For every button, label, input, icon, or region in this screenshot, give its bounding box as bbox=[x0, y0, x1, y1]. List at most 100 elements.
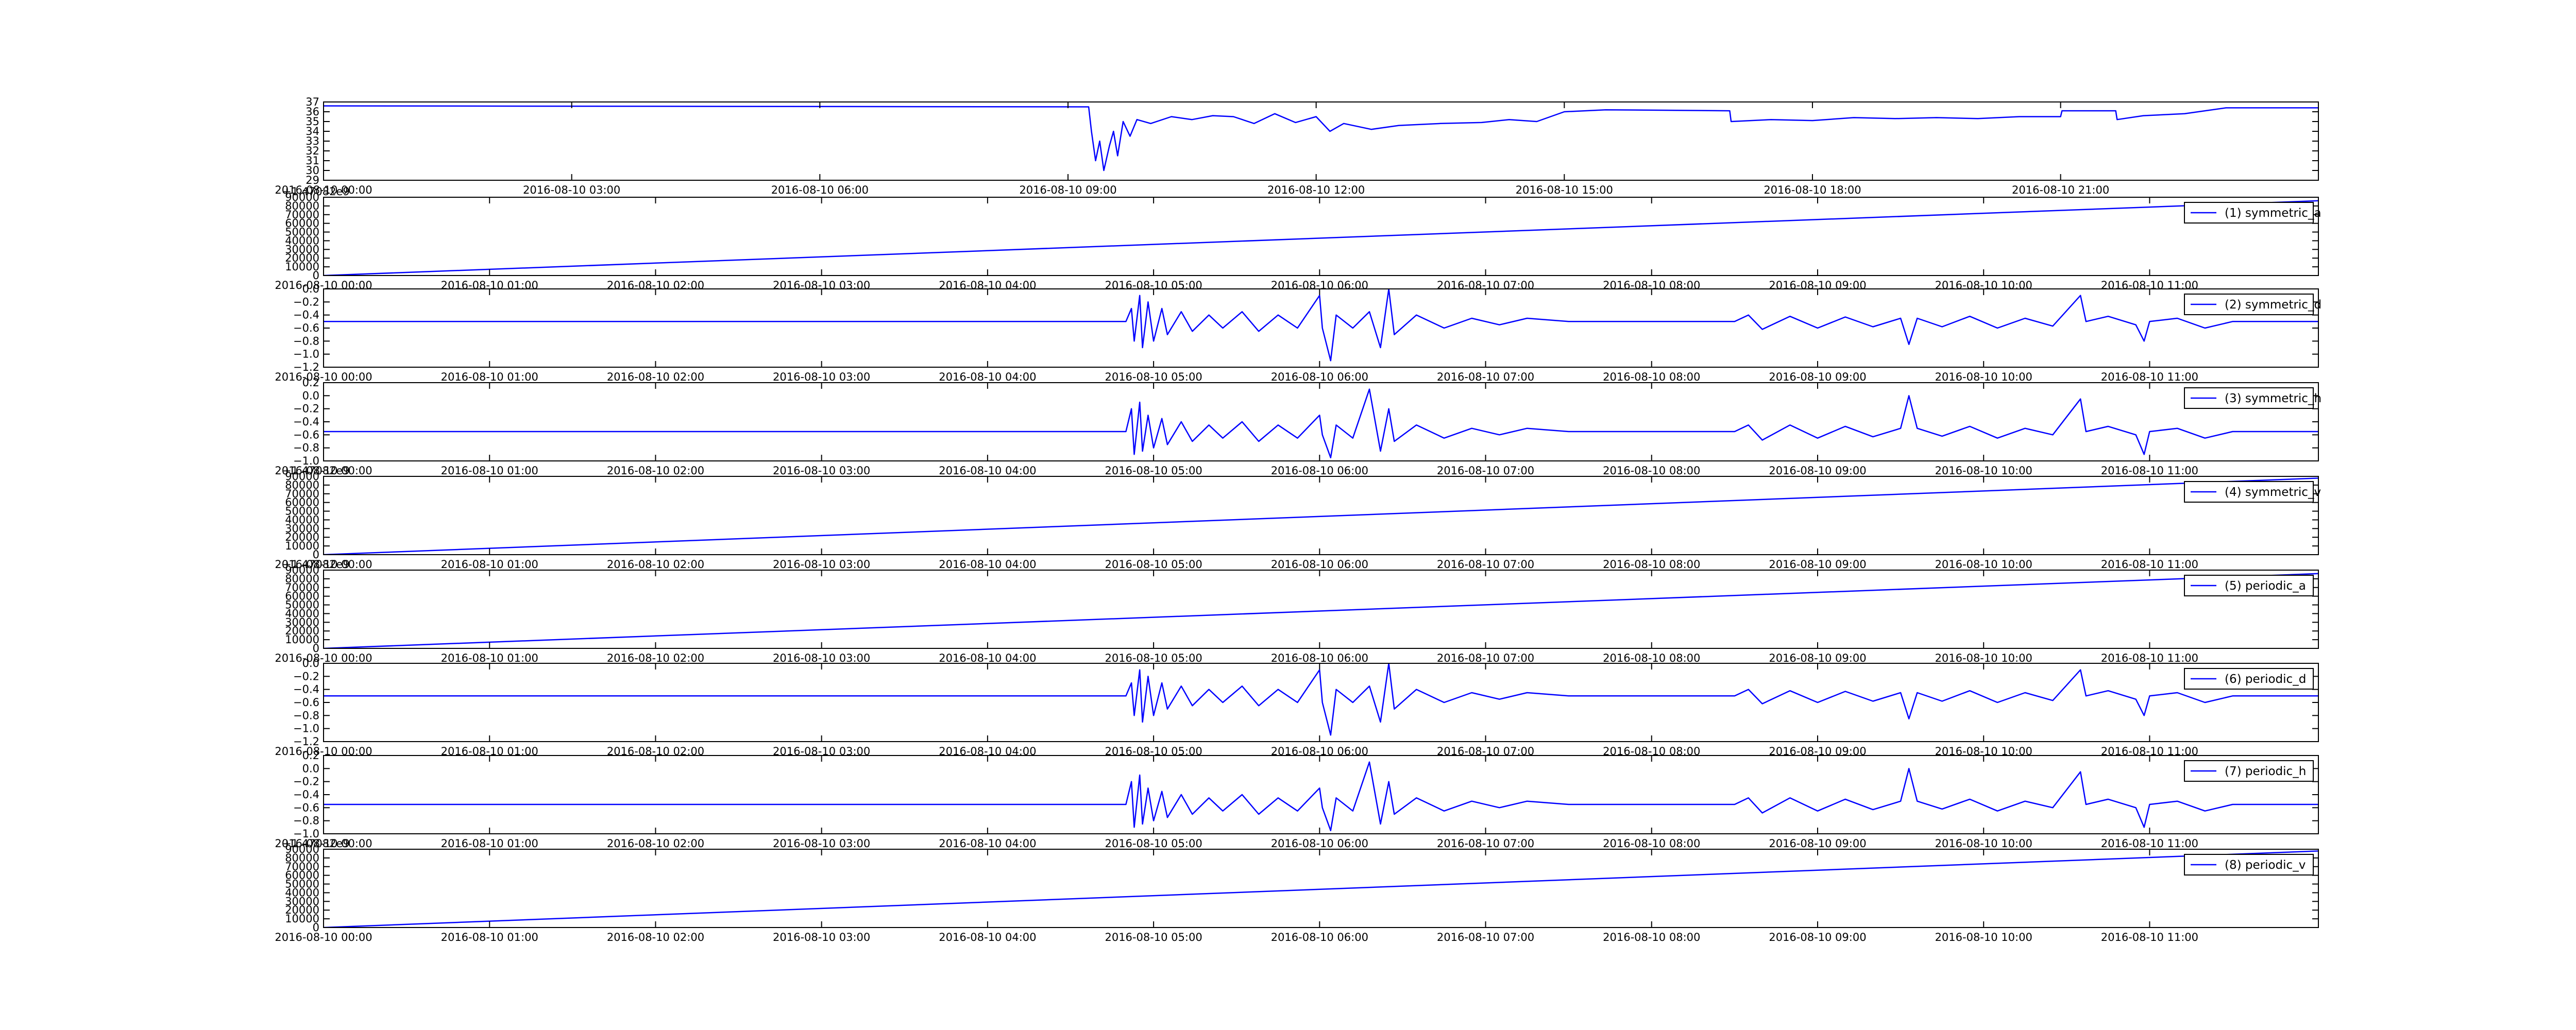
axes-frame bbox=[323, 849, 2319, 928]
y-tick-label: 36 bbox=[306, 106, 319, 118]
x-tick-label: 2016-08-10 00:00 bbox=[275, 931, 372, 943]
x-tick-label: 2016-08-10 18:00 bbox=[1764, 184, 1861, 196]
x-tick-label: 2016-08-10 05:00 bbox=[1105, 931, 1202, 943]
legend-label: (6) periodic_d bbox=[2225, 673, 2306, 686]
x-tick-label: 2016-08-10 06:00 bbox=[1271, 465, 1368, 477]
y-tick-label: −0.2 bbox=[293, 296, 319, 308]
y-tick-label: −1.0 bbox=[293, 723, 319, 735]
y-tick-label: 80000 bbox=[285, 479, 319, 491]
x-tick-label: 2016-08-10 11:00 bbox=[2101, 931, 2198, 943]
y-tick-label: 32 bbox=[306, 145, 319, 157]
x-tick-label: 2016-08-10 11:00 bbox=[2101, 465, 2198, 477]
series-line bbox=[324, 200, 2318, 276]
x-tick-label: 2016-08-10 00:00 bbox=[275, 465, 372, 477]
y-tick-label: 40000 bbox=[285, 234, 319, 247]
y-tick-label: 0 bbox=[313, 642, 319, 655]
y-tick-label: 0.2 bbox=[302, 376, 319, 389]
y-tick-label: 37 bbox=[306, 96, 319, 108]
x-tick-label: 2016-08-10 04:00 bbox=[939, 558, 1036, 571]
y-tick-label: 20000 bbox=[285, 625, 319, 637]
y-tick-label: −1.0 bbox=[293, 455, 319, 467]
legend-label: (5) periodic_a bbox=[2225, 579, 2306, 593]
series-line bbox=[324, 388, 2318, 458]
y-tick-label: 0 bbox=[313, 921, 319, 934]
series-line bbox=[324, 105, 2318, 171]
x-tick-label: 2016-08-10 05:00 bbox=[1105, 465, 1202, 477]
x-tick-label: 2016-08-10 02:00 bbox=[607, 652, 704, 664]
y-tick-label: −0.6 bbox=[293, 322, 319, 334]
x-tick-label: 2016-08-10 00:00 bbox=[275, 558, 372, 571]
y-tick-label: 40000 bbox=[285, 886, 319, 899]
x-tick-label: 2016-08-10 07:00 bbox=[1437, 558, 1534, 571]
x-tick-label: 2016-08-10 07:00 bbox=[1437, 371, 1534, 383]
x-tick-label: 2016-08-10 10:00 bbox=[1935, 837, 2032, 850]
x-tick-label: 2016-08-10 03:00 bbox=[773, 931, 870, 943]
x-tick-label: 2016-08-10 08:00 bbox=[1603, 837, 1700, 850]
subplot: 0100002000030000400005000060000700008000… bbox=[275, 465, 2321, 571]
y-tick-label: 34 bbox=[306, 125, 319, 138]
y-tick-label: −0.6 bbox=[293, 696, 319, 709]
y-tick-label: −0.6 bbox=[293, 428, 319, 441]
x-tick-label: 2016-08-10 07:00 bbox=[1437, 652, 1534, 664]
y-tick-label: −0.4 bbox=[293, 683, 319, 696]
plot-area bbox=[324, 200, 2318, 276]
x-tick-label: 2016-08-10 09:00 bbox=[1769, 837, 1866, 850]
x-tick-label: 2016-08-10 07:00 bbox=[1437, 931, 1534, 943]
y-tick-label: 90000 bbox=[285, 843, 319, 855]
y-tick-label: 50000 bbox=[285, 878, 319, 890]
y-tick-label: 0.2 bbox=[302, 749, 319, 762]
x-tick-label: 2016-08-10 08:00 bbox=[1603, 931, 1700, 943]
y-tick-label: 40000 bbox=[285, 607, 319, 620]
x-tick-label: 2016-08-10 10:00 bbox=[1935, 652, 2032, 664]
y-tick-label: 60000 bbox=[285, 217, 319, 230]
x-tick-label: 2016-08-10 07:00 bbox=[1437, 837, 1534, 850]
y-tick-label: 60000 bbox=[285, 869, 319, 882]
y-tick-label: 33 bbox=[306, 135, 319, 147]
x-tick-label: 2016-08-10 04:00 bbox=[939, 465, 1036, 477]
x-tick-label: 2016-08-10 01:00 bbox=[441, 652, 538, 664]
subplot: −1.0−0.8−0.6−0.4−0.20.00.2 2016-08-10 00:… bbox=[275, 376, 2321, 477]
series-line bbox=[324, 573, 2318, 648]
y-tick-label: 50000 bbox=[285, 599, 319, 611]
series-line bbox=[324, 477, 2318, 555]
subplot: 0100002000030000400005000060000700008000… bbox=[275, 185, 2321, 291]
x-tick-label: 2016-08-10 12:00 bbox=[1267, 184, 1365, 196]
x-tick-label: 2016-08-10 08:00 bbox=[1603, 465, 1700, 477]
x-tick-label: 2016-08-10 21:00 bbox=[2012, 184, 2109, 196]
y-tick-label: −1.0 bbox=[293, 828, 319, 840]
x-tick-label: 2016-08-10 03:00 bbox=[773, 371, 870, 383]
legend-label: (7) periodic_h bbox=[2225, 765, 2306, 778]
x-tick-label: 2016-08-10 04:00 bbox=[939, 371, 1036, 383]
plot-area bbox=[324, 289, 2318, 362]
y-tick-label: 40000 bbox=[285, 513, 319, 526]
y-tick-label: 10000 bbox=[285, 261, 319, 273]
series-line bbox=[324, 850, 2318, 928]
x-tick-label: 2016-08-10 10:00 bbox=[1935, 371, 2032, 383]
x-tick-label: 2016-08-10 15:00 bbox=[1516, 184, 1613, 196]
y-tick-label: 70000 bbox=[285, 861, 319, 873]
y-tick-label: 90000 bbox=[285, 191, 319, 203]
y-tick-label: −0.8 bbox=[293, 709, 319, 722]
x-tick-label: 2016-08-10 10:00 bbox=[1935, 558, 2032, 571]
x-tick-label: 2016-08-10 11:00 bbox=[2101, 652, 2198, 664]
x-tick-label: 2016-08-10 00:00 bbox=[275, 837, 372, 850]
x-tick-label: 2016-08-10 03:00 bbox=[773, 558, 870, 571]
y-tick-label: −0.2 bbox=[293, 776, 319, 788]
y-tick-label: 80000 bbox=[285, 200, 319, 212]
y-tick-label: 10000 bbox=[285, 633, 319, 646]
x-tick-label: 2016-08-10 06:00 bbox=[1271, 558, 1368, 571]
y-tick-label: −1.0 bbox=[293, 348, 319, 360]
y-tick-label: 0 bbox=[313, 548, 319, 561]
y-tick-label: 50000 bbox=[285, 505, 319, 518]
y-tick-label: 70000 bbox=[285, 488, 319, 500]
subplot: −1.0−0.8−0.6−0.4−0.20.00.2 2016-08-10 00:… bbox=[275, 749, 2319, 850]
x-tick-label: 2016-08-10 01:00 bbox=[441, 371, 538, 383]
y-tick-label: 31 bbox=[306, 154, 319, 167]
subplot: 0100002000030000400005000060000700008000… bbox=[275, 837, 2319, 943]
y-tick-label: −0.6 bbox=[293, 801, 319, 814]
x-tick-label: 2016-08-10 09:00 bbox=[1019, 184, 1116, 196]
x-tick-label: 2016-08-10 00:00 bbox=[275, 184, 372, 196]
x-tick-label: 2016-08-10 02:00 bbox=[607, 837, 704, 850]
